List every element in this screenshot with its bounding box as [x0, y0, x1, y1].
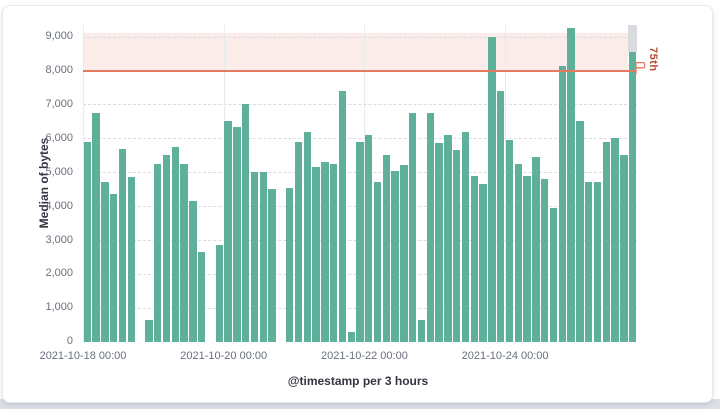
bar[interactable]: [338, 90, 347, 342]
y-tick-label: 1,000: [45, 301, 73, 314]
bar[interactable]: [391, 170, 399, 342]
bar[interactable]: [224, 121, 232, 342]
bar[interactable]: [92, 112, 100, 342]
hover-highlight-band: [628, 25, 637, 52]
bar[interactable]: [250, 172, 259, 342]
bar[interactable]: [198, 251, 206, 342]
y-gridline: [83, 104, 637, 106]
bar[interactable]: [329, 163, 338, 342]
bar[interactable]: [479, 184, 487, 342]
bar[interactable]: [505, 140, 514, 342]
bar[interactable]: [162, 155, 171, 342]
y-gridline: [83, 138, 637, 140]
bar[interactable]: [365, 134, 373, 342]
bar[interactable]: [268, 189, 276, 342]
threshold-line: [83, 69, 635, 72]
y-tick-label: 0: [66, 335, 73, 348]
bar[interactable]: [110, 194, 118, 342]
bar[interactable]: [171, 146, 180, 342]
bar[interactable]: [488, 36, 496, 342]
x-tick-label: 2021-10-24 00:00: [461, 350, 549, 362]
x-tick-label: 2021-10-20 00:00: [180, 350, 268, 362]
x-gridline: [505, 25, 507, 342]
x-tick-label: 2021-10-22 00:00: [320, 350, 408, 362]
bar[interactable]: [611, 138, 619, 342]
bar[interactable]: [409, 112, 417, 342]
x-tick-label: 2021-10-18 00:00: [39, 350, 127, 362]
bar[interactable]: [435, 143, 443, 342]
bar[interactable]: [628, 51, 637, 342]
bar[interactable]: [620, 155, 628, 342]
threshold-label: 75th: [647, 47, 659, 72]
bar[interactable]: [285, 187, 294, 342]
y-tick-label: 7,000: [45, 97, 73, 110]
bar[interactable]: [154, 163, 162, 342]
y-tick-label: 8,000: [45, 64, 73, 77]
bar[interactable]: [127, 177, 136, 342]
x-gridline: [364, 25, 366, 342]
x-axis-title: @timestamp per 3 hours: [287, 374, 429, 388]
y-tick-label: 2,000: [45, 267, 73, 280]
bar[interactable]: [602, 141, 610, 342]
bar[interactable]: [470, 175, 478, 342]
bar[interactable]: [444, 134, 452, 342]
x-gridline: [223, 25, 225, 342]
bar[interactable]: [532, 157, 540, 342]
bar[interactable]: [373, 182, 382, 342]
bar[interactable]: [294, 141, 303, 342]
threshold-flag-icon[interactable]: [634, 61, 646, 75]
bar[interactable]: [567, 28, 575, 342]
bar[interactable]: [118, 148, 127, 342]
bar[interactable]: [233, 126, 241, 342]
bar[interactable]: [101, 182, 109, 342]
bar[interactable]: [259, 172, 267, 342]
bar[interactable]: [576, 121, 584, 342]
bar[interactable]: [215, 245, 223, 342]
y-tick-label: 9,000: [45, 30, 73, 43]
bar[interactable]: [593, 182, 602, 342]
bar[interactable]: [382, 155, 391, 342]
bar[interactable]: [461, 131, 470, 342]
bar[interactable]: [189, 201, 197, 342]
y-axis-title: Median of bytes: [37, 137, 51, 229]
bar[interactable]: [241, 104, 250, 342]
bar[interactable]: [180, 163, 188, 342]
bar[interactable]: [417, 319, 426, 342]
bar[interactable]: [347, 331, 355, 342]
threshold-region: [83, 33, 629, 71]
bar[interactable]: [558, 65, 566, 342]
bar[interactable]: [497, 90, 505, 342]
bar[interactable]: [549, 207, 558, 342]
bar[interactable]: [145, 319, 153, 342]
bar[interactable]: [426, 112, 435, 342]
bar[interactable]: [312, 167, 320, 342]
bar[interactable]: [453, 150, 461, 342]
y-tick-label: 3,000: [45, 233, 73, 246]
y-tick-label: 6,000: [45, 131, 73, 144]
y-gridline: [83, 36, 637, 38]
bar[interactable]: [83, 141, 92, 342]
bar[interactable]: [321, 162, 329, 342]
y-tick-label: 4,000: [45, 199, 73, 212]
bar[interactable]: [584, 182, 593, 342]
bar[interactable]: [540, 179, 549, 342]
bar[interactable]: [356, 141, 364, 342]
bar[interactable]: [400, 165, 408, 342]
bar[interactable]: [303, 131, 311, 342]
page-background-strip: [0, 399, 720, 409]
bar[interactable]: [523, 175, 531, 342]
y-tick-label: 5,000: [45, 165, 73, 178]
bar[interactable]: [514, 163, 522, 342]
x-gridline: [83, 25, 84, 342]
